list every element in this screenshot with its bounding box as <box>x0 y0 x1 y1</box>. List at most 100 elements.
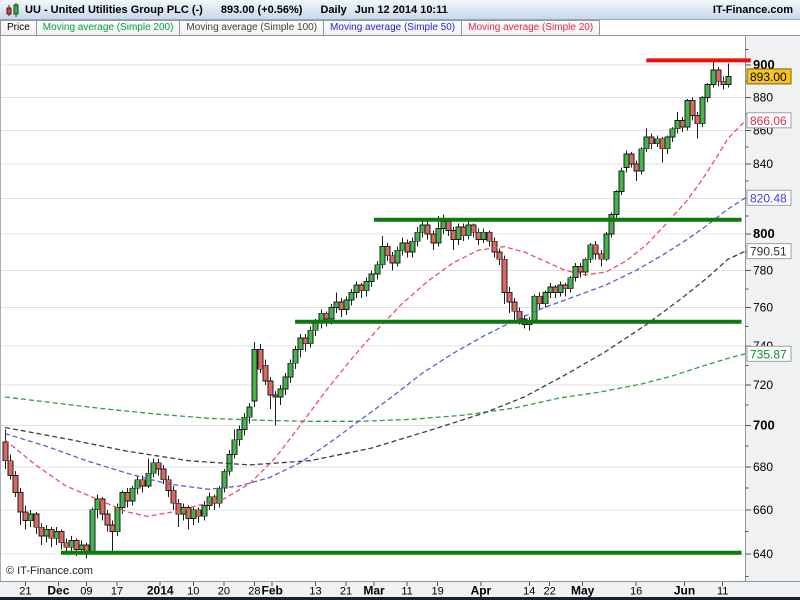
ma-line-sma-20 <box>4 120 745 517</box>
candle-body <box>257 349 264 370</box>
brand-label: IT-Finance.com <box>712 3 793 16</box>
tab-ma50[interactable]: Moving average (Simple 50) <box>324 20 463 35</box>
price-label: 640 <box>753 547 773 561</box>
candle-body <box>445 221 452 231</box>
candle-body <box>496 251 503 260</box>
tab-ma200[interactable]: Moving average (Simple 200) <box>36 20 181 35</box>
candle-body <box>450 229 457 240</box>
marker-text: 893.00 <box>750 70 787 84</box>
candle-body <box>190 509 197 519</box>
marker-text: 820.48 <box>750 191 787 205</box>
candle <box>592 241 599 260</box>
candle-body <box>38 526 45 537</box>
date-axis-background <box>0 582 800 597</box>
candle <box>58 529 65 550</box>
timeframe-label: Daily <box>320 3 347 16</box>
date-label: 21 <box>340 586 352 598</box>
candle <box>506 286 513 314</box>
candle <box>343 296 350 316</box>
date-label: 14 <box>523 586 535 598</box>
candle <box>236 425 243 446</box>
candle <box>251 341 258 408</box>
date-label: 10 <box>187 586 199 598</box>
candle-body <box>475 231 482 240</box>
candle-body <box>542 292 549 305</box>
candle-body <box>598 253 605 260</box>
candle <box>567 275 574 293</box>
ma-line-sma-100 <box>4 250 745 466</box>
candle <box>684 99 691 131</box>
candle-body <box>358 284 365 292</box>
candle-body <box>206 496 213 506</box>
candle <box>618 167 625 196</box>
candle-body <box>557 284 564 293</box>
candle-body <box>399 242 406 251</box>
candle-body <box>328 307 335 320</box>
candle-body <box>353 284 360 293</box>
date-axis-row: 21 Dec 09 17 2014 10 20 28 Feb 13 21 Mar 11 19 Apr 14 22… <box>0 581 800 598</box>
date-label: Mar <box>363 584 385 598</box>
candle <box>2 429 9 470</box>
ma-price-marker: 866.06 <box>746 112 792 129</box>
price-label: 880 <box>753 90 773 104</box>
candle-body <box>613 191 620 215</box>
candle-body <box>374 264 381 275</box>
date-label: 11 <box>401 586 412 598</box>
candle-body <box>470 224 477 233</box>
candle <box>257 343 264 374</box>
candle-body <box>221 470 228 489</box>
candle-body <box>628 153 635 165</box>
candle <box>638 147 645 175</box>
chart-area[interactable]: 6406606807007207407607808008208408608809… <box>0 36 800 600</box>
candle-body <box>618 170 625 192</box>
candle-body <box>150 462 157 474</box>
candle-body <box>155 462 162 470</box>
tab-ma20[interactable]: Moving average (Simple 20) <box>462 20 601 35</box>
candle-body <box>491 240 498 253</box>
candle-body <box>211 496 218 504</box>
candle-body <box>312 322 319 331</box>
candle-body <box>68 540 75 548</box>
date-label: 11 <box>717 586 728 598</box>
candle-body <box>389 255 396 264</box>
candle <box>89 507 96 554</box>
candle <box>231 429 238 459</box>
candle <box>12 471 19 497</box>
candle <box>501 255 508 304</box>
candle-body <box>587 244 594 260</box>
candle <box>267 377 274 410</box>
chart-svg: 6406606807007207407607808008208408608809… <box>0 36 800 600</box>
candle-body <box>22 511 29 521</box>
candle-body <box>674 120 681 130</box>
candle-body <box>608 213 615 235</box>
candle-body <box>460 226 467 237</box>
candle-body <box>689 100 696 116</box>
date-label: 09 <box>80 586 92 598</box>
candle-body <box>486 231 493 242</box>
tab-ma100[interactable]: Moving average (Simple 100) <box>180 20 325 35</box>
candle <box>394 246 401 267</box>
candle <box>486 230 493 247</box>
candle <box>542 290 549 308</box>
candle-body <box>78 544 85 550</box>
date-label: 20 <box>218 586 230 598</box>
candle <box>216 486 223 508</box>
candle-body <box>27 513 34 522</box>
symbol-title: UU - United Utilities Group PLC (-) <box>25 3 203 16</box>
candle-body <box>267 380 274 396</box>
date-label: Dec <box>47 584 69 598</box>
last-price-marker: 893.00 <box>746 68 792 85</box>
ma-line-sma-200 <box>4 353 745 422</box>
candle-body <box>53 531 60 539</box>
candle-body <box>33 513 40 528</box>
candle <box>27 509 34 528</box>
candle <box>384 243 391 262</box>
candle-body <box>338 301 345 310</box>
candle-body <box>592 244 599 255</box>
candle-body <box>435 228 442 244</box>
candle-body <box>343 299 350 310</box>
candle-body <box>725 76 732 85</box>
candle-body <box>323 312 330 320</box>
tab-price[interactable]: Price <box>0 20 37 35</box>
